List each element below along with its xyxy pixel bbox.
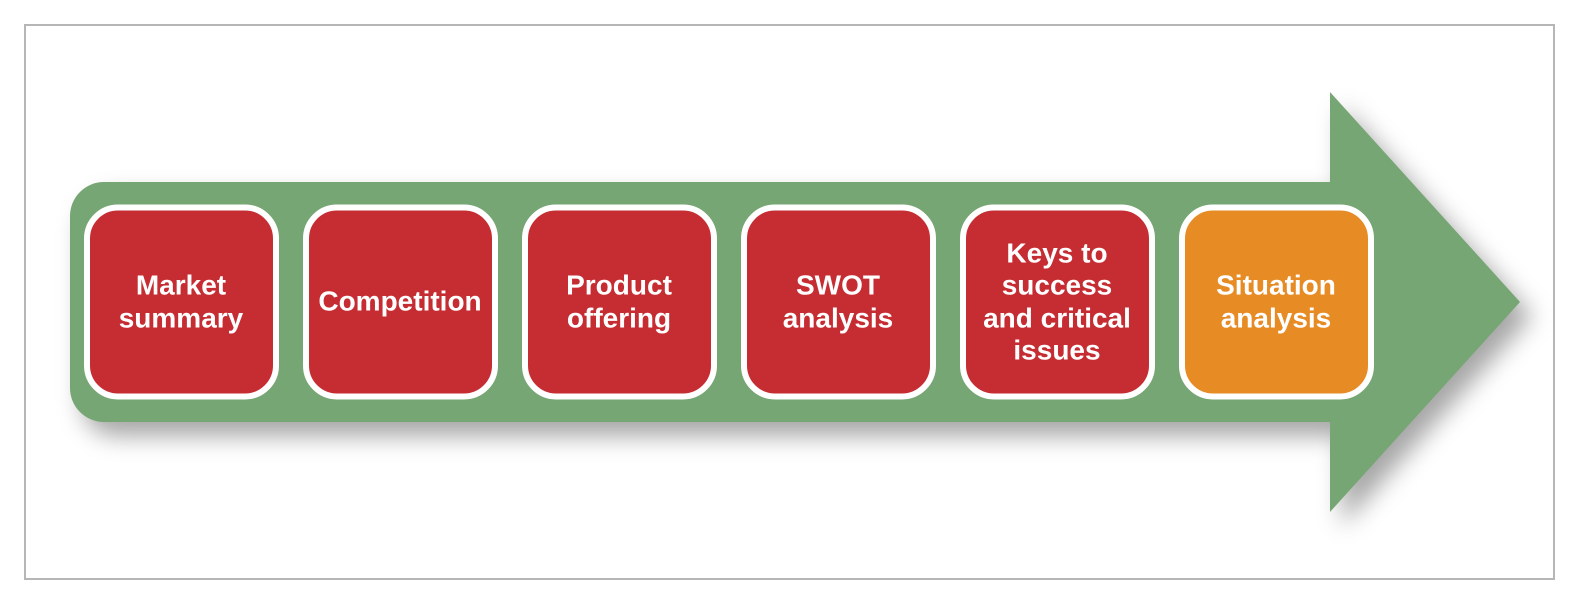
inner-border: Market summary Competition Product offerin… — [24, 24, 1555, 580]
process-step-label: Keys to success and critical issues — [976, 238, 1139, 367]
process-step-label: SWOT analysis — [757, 270, 920, 334]
process-step-label: Situation analysis — [1195, 270, 1358, 334]
process-step: Keys to success and critical issues — [960, 205, 1155, 400]
process-arrow-diagram: Market summary Competition Product offerin… — [50, 62, 1530, 542]
process-step: Competition — [303, 205, 498, 400]
process-step-label: Product offering — [538, 270, 701, 334]
process-step-label: Competition — [318, 286, 481, 318]
process-step: Product offering — [522, 205, 717, 400]
process-step: Situation analysis — [1179, 205, 1374, 400]
process-step-label: Market summary — [100, 270, 263, 334]
outer-frame: Market summary Competition Product offerin… — [0, 0, 1579, 604]
process-step: SWOT analysis — [741, 205, 936, 400]
process-steps-row: Market summary Competition Product offerin… — [84, 205, 1374, 400]
process-step: Market summary — [84, 205, 279, 400]
